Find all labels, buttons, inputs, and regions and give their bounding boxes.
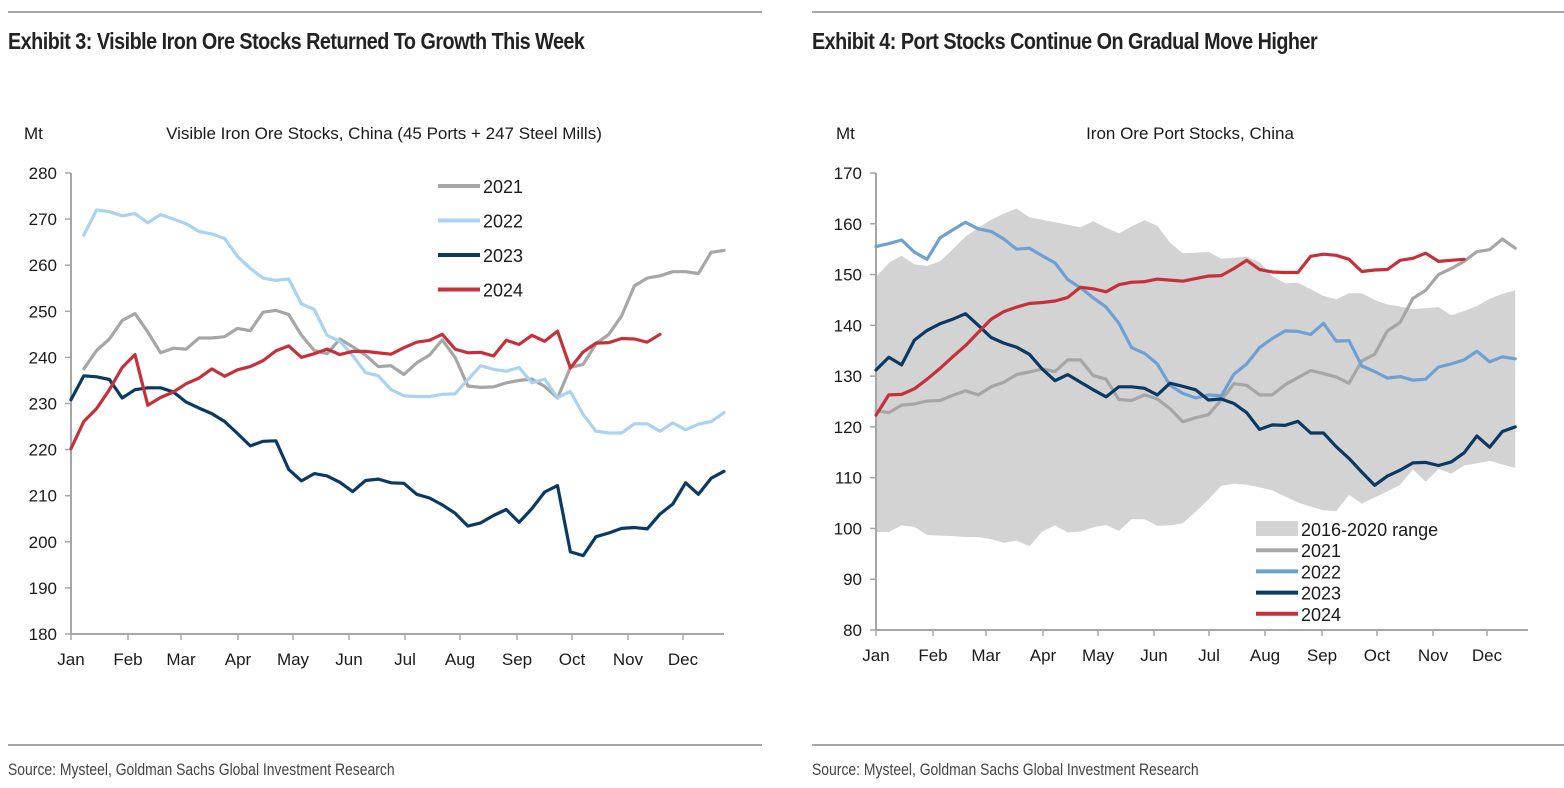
exhibit-3-panel: Exhibit 3: Visible Iron Ore Stocks Retur… bbox=[0, 0, 762, 788]
x-tick-label-feb: Feb bbox=[918, 646, 947, 665]
x-tick-label-sep: Sep bbox=[502, 650, 532, 669]
y-tick-label: 100 bbox=[834, 519, 862, 538]
port-stocks-chart: Mt Iron Ore Port Stocks, China 80 90 100 110 1… bbox=[834, 124, 1528, 665]
y-tick-label: 280 bbox=[29, 164, 57, 183]
x-tick-label-apr: Apr bbox=[225, 650, 252, 669]
x-tick-label-jun: Jun bbox=[1140, 646, 1167, 665]
chart-subtitle: Visible Iron Ore Stocks, China (45 Ports… bbox=[166, 124, 602, 143]
y-axis-unit-label: Mt bbox=[24, 124, 43, 143]
x-tick-label-nov: Nov bbox=[613, 650, 644, 669]
legend-label-2024: 2024 bbox=[483, 281, 523, 301]
legend-label-2024: 2024 bbox=[1301, 605, 1341, 625]
x-tick-label-dec: Dec bbox=[668, 650, 699, 669]
y-tick-label: 220 bbox=[29, 441, 57, 460]
legend-label-2022: 2022 bbox=[1301, 562, 1341, 582]
x-tick-label-may: May bbox=[1082, 646, 1115, 665]
x-tick-label-dec: Dec bbox=[1472, 646, 1503, 665]
x-tick-label-feb: Feb bbox=[113, 650, 142, 669]
x-tick-label-jan: Jan bbox=[57, 650, 84, 669]
legend-swatch-range bbox=[1256, 521, 1298, 536]
y-tick-label: 240 bbox=[29, 348, 57, 367]
y-tick-label: 120 bbox=[834, 418, 862, 437]
x-tick-label-mar: Mar bbox=[166, 650, 196, 669]
y-tick-label: 270 bbox=[29, 210, 57, 229]
x-tick-label-jun: Jun bbox=[335, 650, 362, 669]
series-line-2022 bbox=[874, 220, 1517, 400]
y-tick-label: 80 bbox=[843, 621, 862, 640]
x-tick-label-aug: Aug bbox=[445, 650, 475, 669]
y-tick-label: 180 bbox=[29, 625, 57, 644]
bottom-divider bbox=[812, 744, 1564, 746]
x-tick-label-oct: Oct bbox=[559, 650, 586, 669]
legend-label-2023: 2023 bbox=[483, 246, 523, 266]
y-tick-label: 160 bbox=[834, 215, 862, 234]
x-tick-label-jul: Jul bbox=[394, 650, 416, 669]
series-line-2024 bbox=[874, 251, 1466, 417]
y-tick-label: 210 bbox=[29, 487, 57, 506]
x-tick-label-may: May bbox=[277, 650, 310, 669]
y-tick-label: 110 bbox=[835, 469, 862, 488]
legend-label-2021: 2021 bbox=[483, 177, 523, 197]
series-line-2021 bbox=[874, 237, 1517, 424]
legend-label-2022: 2022 bbox=[483, 212, 523, 232]
chart-subtitle: Iron Ore Port Stocks, China bbox=[1086, 124, 1294, 143]
x-tick-label-oct: Oct bbox=[1364, 646, 1391, 665]
source-note: Source: Mysteel, Goldman Sachs Global In… bbox=[812, 760, 1199, 779]
top-divider bbox=[8, 11, 762, 13]
bottom-divider bbox=[8, 744, 762, 746]
series-line-2024 bbox=[69, 329, 662, 451]
y-tick-label: 130 bbox=[834, 367, 862, 386]
top-divider bbox=[812, 11, 1564, 13]
exhibit-4-panel: Exhibit 4: Port Stocks Continue On Gradu… bbox=[810, 0, 1564, 788]
legend: 2021 2022 2023 2024 bbox=[438, 177, 523, 301]
y-tick-label: 190 bbox=[29, 579, 57, 598]
x-tick-label-aug: Aug bbox=[1250, 646, 1280, 665]
y-axis-unit-label: Mt bbox=[836, 124, 855, 143]
range-band-2016-2020 bbox=[876, 208, 1516, 547]
y-tick-label: 250 bbox=[29, 302, 57, 321]
legend-label-2021: 2021 bbox=[1301, 541, 1341, 561]
legend-label-2023: 2023 bbox=[1301, 584, 1341, 604]
y-tick-label: 200 bbox=[29, 533, 57, 552]
exhibit-title: Exhibit 4: Port Stocks Continue On Gradu… bbox=[812, 28, 1318, 54]
exhibit-title: Exhibit 3: Visible Iron Ore Stocks Retur… bbox=[8, 28, 585, 54]
visible-iron-ore-stocks-chart: Mt Visible Iron Ore Stocks, China (45 Por… bbox=[24, 124, 726, 669]
series-line-2022 bbox=[82, 208, 726, 435]
x-tick-label-sep: Sep bbox=[1307, 646, 1337, 665]
y-tick-label: 150 bbox=[834, 266, 862, 285]
x-tick-label-jan: Jan bbox=[862, 646, 889, 665]
x-tick-label-jul: Jul bbox=[1198, 646, 1220, 665]
x-tick-label-apr: Apr bbox=[1030, 646, 1057, 665]
y-tick-label: 90 bbox=[843, 570, 862, 589]
source-note: Source: Mysteel, Goldman Sachs Global In… bbox=[8, 760, 395, 779]
x-tick-label-nov: Nov bbox=[1418, 646, 1449, 665]
series-line-2023 bbox=[69, 374, 726, 558]
y-tick-label: 230 bbox=[29, 395, 57, 414]
series-line-2021 bbox=[82, 248, 726, 400]
y-tick-label: 140 bbox=[834, 316, 862, 335]
y-tick-label: 260 bbox=[29, 256, 57, 275]
x-tick-label-mar: Mar bbox=[971, 646, 1001, 665]
y-tick-label: 170 bbox=[834, 164, 862, 183]
legend-label-range: 2016-2020 range bbox=[1301, 520, 1438, 540]
